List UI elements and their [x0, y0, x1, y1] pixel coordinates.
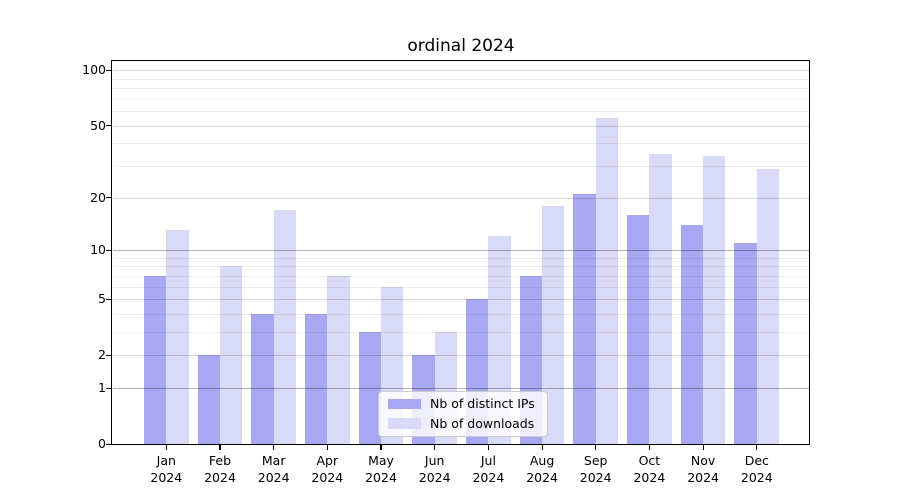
downloads-swatch	[388, 418, 421, 429]
x-tick-label-feb: Feb 2024	[204, 453, 236, 485]
x-tick-label-jun: Jun 2024	[418, 453, 451, 485]
y-tick-0	[106, 443, 111, 446]
bar-downloads-jan	[166, 230, 189, 445]
x-tick-oct	[648, 445, 651, 450]
gridline-8	[113, 266, 810, 268]
gridline-2	[113, 355, 810, 357]
x-tick-label-aug: Aug 2024	[526, 453, 558, 485]
x-tick-sep	[595, 445, 597, 450]
x-tick-label-oct: Oct 2024	[633, 453, 666, 485]
bar-downloads-aug	[542, 205, 565, 445]
gridline-7	[113, 275, 810, 277]
x-tick-label-jan: Jan 2024	[150, 453, 183, 485]
bar-ips-apr	[304, 313, 328, 445]
y-tick-2	[106, 354, 111, 357]
chart-title: ordinal 2024	[407, 36, 515, 56]
x-tick-label-mar: Mar 2024	[257, 453, 290, 485]
bar-ips-sep	[573, 193, 596, 445]
bar-ips-feb	[197, 355, 220, 445]
legend: Nb of distinct IPs Nb of downloads	[378, 390, 548, 437]
x-tick-jan	[165, 445, 167, 450]
gridline-50	[113, 125, 810, 127]
gridline-5	[113, 299, 810, 301]
x-tick-label-dec: Dec 2024	[740, 453, 773, 485]
y-tick-1	[106, 387, 111, 389]
y-tick-10	[106, 249, 111, 251]
y-tick-label-2: 2	[98, 347, 106, 363]
bar-downloads-dec	[756, 168, 780, 445]
gridline-10	[113, 250, 810, 251]
y-tick-label-100: 100	[82, 62, 106, 78]
distinct-ips-swatch	[388, 398, 421, 409]
x-tick-label-jul: Jul 2024	[472, 453, 505, 485]
bar-downloads-oct	[649, 153, 672, 445]
gridline-90	[113, 78, 810, 80]
y-tick-50	[106, 125, 111, 127]
y-tick-label-50: 50	[90, 117, 106, 133]
y-tick-100	[106, 69, 111, 72]
y-tick-label-0: 0	[98, 436, 106, 452]
x-tick-label-nov: Nov 2024	[687, 453, 719, 485]
bar-downloads-nov	[703, 156, 726, 445]
x-tick-aug	[541, 445, 543, 450]
x-tick-label-may: May 2024	[365, 453, 397, 485]
bar-ips-nov	[680, 224, 704, 445]
bar-downloads-apr	[327, 275, 350, 445]
gridline-3	[113, 332, 810, 333]
y-tick-label-10: 10	[90, 242, 106, 257]
bar-ips-oct	[627, 214, 650, 445]
gridline-60	[113, 111, 810, 113]
y-tick-5	[106, 298, 111, 300]
y-tick-label-5: 5	[98, 291, 106, 307]
legend-item-downloads: Nb of downloads	[388, 415, 538, 432]
gridline-80	[113, 88, 810, 90]
gridline-100	[113, 70, 810, 72]
x-tick-feb	[219, 445, 221, 450]
gridline-4	[113, 313, 810, 315]
y-tick-label-20: 20	[90, 189, 106, 205]
x-tick-jul	[487, 445, 490, 450]
x-tick-apr	[326, 445, 328, 450]
bar-ips-may	[358, 332, 381, 445]
x-tick-nov	[702, 445, 704, 450]
gridline-30	[113, 166, 810, 167]
gridline-20	[113, 197, 810, 199]
gridline-40	[113, 143, 810, 145]
legend-label-distinct-ips: Nb of distinct IPs	[430, 396, 535, 412]
legend-label-downloads: Nb of downloads	[430, 415, 535, 431]
bar-ips-mar	[251, 313, 274, 445]
y-tick-20	[106, 197, 111, 199]
y-tick-label-1: 1	[98, 380, 106, 396]
bar-downloads-sep	[595, 118, 619, 445]
bar-downloads-mar	[273, 210, 297, 445]
gridline-9	[113, 257, 810, 259]
bar-downloads-feb	[220, 266, 243, 445]
x-tick-label-apr: Apr 2024	[311, 453, 344, 485]
x-tick-may	[380, 445, 382, 450]
legend-item-distinct-ips: Nb of distinct IPs	[388, 396, 538, 413]
x-tick-dec	[756, 445, 758, 450]
gridline-6	[113, 286, 810, 288]
x-tick-jun	[434, 445, 436, 450]
bar-ips-dec	[734, 242, 757, 445]
x-tick-label-sep: Sep 2024	[579, 453, 612, 485]
bar-ips-jan	[143, 275, 167, 445]
gridline-70	[113, 98, 810, 100]
x-tick-mar	[273, 445, 275, 450]
gridline-1	[113, 388, 810, 390]
